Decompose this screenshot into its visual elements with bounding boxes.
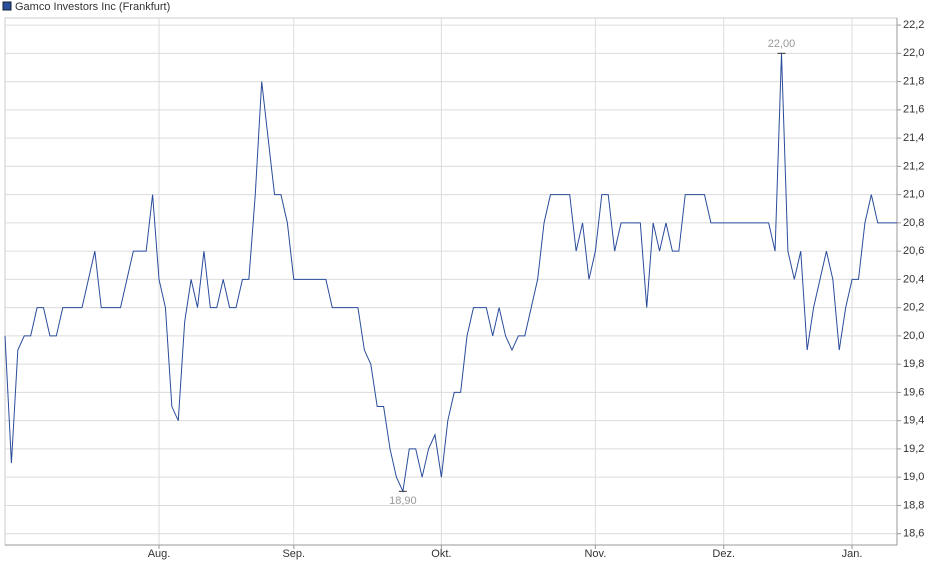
x-tick-label: Aug. <box>148 548 171 560</box>
y-tick-label: 19,8 <box>903 358 924 370</box>
price-line <box>4 53 897 494</box>
y-tick-label: 22,2 <box>903 19 924 31</box>
y-tick-label: 22,0 <box>903 47 924 59</box>
legend-label: Gamco Investors Inc (Frankfurt) <box>15 1 170 13</box>
y-tick-label: 19,2 <box>903 443 924 455</box>
y-tick-label: 19,0 <box>903 471 924 483</box>
x-tick-label: Dez. <box>712 548 735 560</box>
extreme-label: 22,00 <box>768 38 796 50</box>
extreme-label: 18,90 <box>389 495 417 507</box>
x-tick-label: Okt. <box>431 548 451 560</box>
y-tick-label: 18,8 <box>903 499 924 511</box>
y-tick-label: 20,2 <box>903 302 924 314</box>
y-tick-label: 18,6 <box>903 528 924 540</box>
y-tick-label: 20,0 <box>903 330 924 342</box>
y-tick-label: 20,8 <box>903 217 924 229</box>
y-tick-label: 20,4 <box>903 273 924 285</box>
y-tick-label: 19,6 <box>903 386 924 398</box>
x-tick-label: Jan. <box>842 548 863 560</box>
plot-area <box>4 17 898 546</box>
x-tick-label: Nov. <box>584 548 606 560</box>
y-tick-label: 21,0 <box>903 189 924 201</box>
y-tick-label: 21,8 <box>903 75 924 87</box>
y-tick-label: 21,6 <box>903 104 924 116</box>
y-tick-label: 20,6 <box>903 245 924 257</box>
x-tick-label: Sep. <box>282 548 305 560</box>
legend-swatch <box>2 1 12 11</box>
y-tick-label: 19,4 <box>903 415 924 427</box>
y-tick-label: 21,2 <box>903 160 924 172</box>
y-tick-label: 21,4 <box>903 132 924 144</box>
